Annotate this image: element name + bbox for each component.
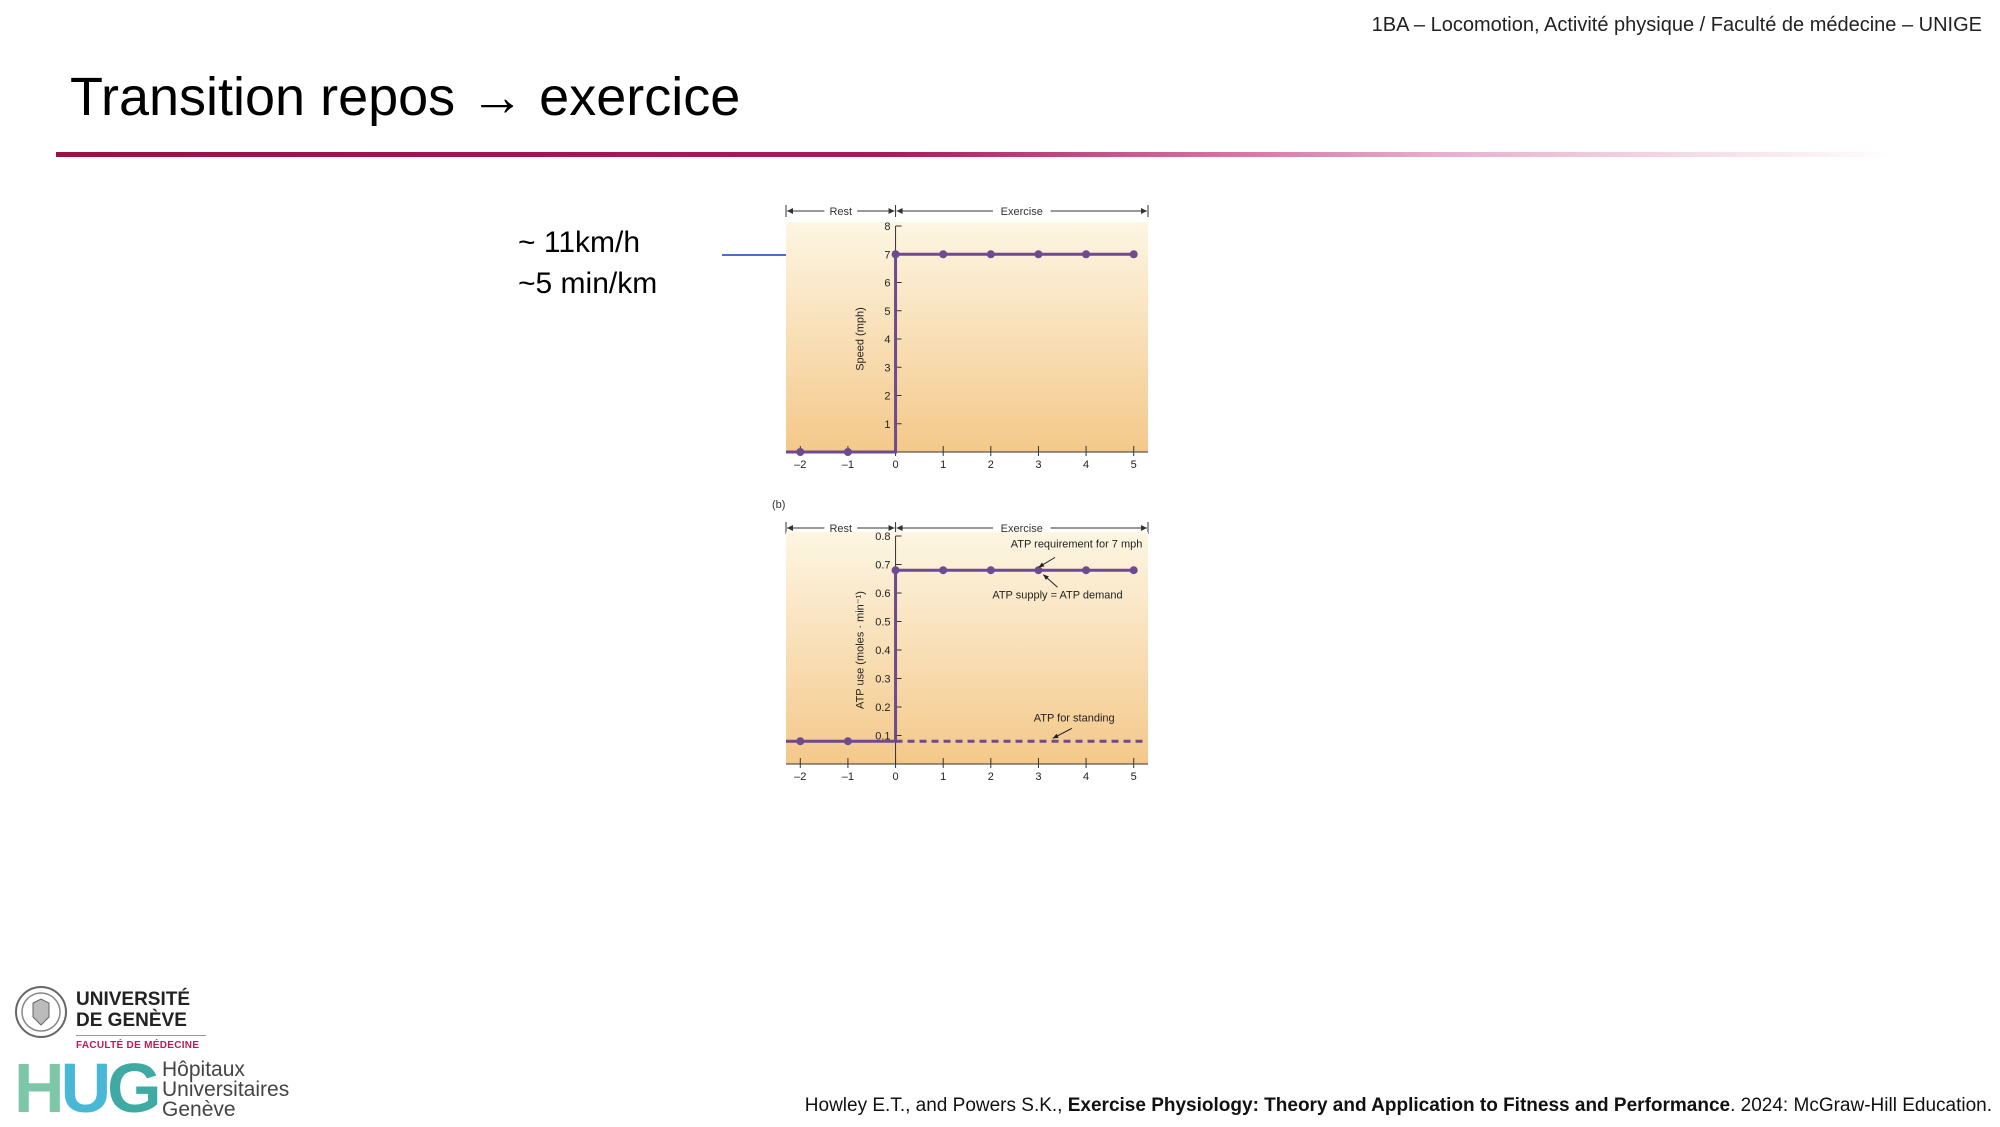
phase-arrowhead (896, 208, 903, 214)
hug-name-3: Genève (162, 1098, 236, 1121)
y-tick-label: 0.4 (875, 645, 890, 657)
citation-rest: . 2024: McGraw-Hill Education. (1730, 1095, 1992, 1116)
y-tick-label: 2 (884, 391, 890, 403)
y-tick-label: 0.3 (875, 674, 890, 686)
y-axis-label: ATP use (moles · min⁻¹) (855, 591, 867, 709)
speed-annotation-kmh: ~ 11km/h (518, 226, 641, 259)
phase-label-exercise: Exercise (1001, 206, 1043, 218)
y-tick-label: 0.1 (875, 731, 890, 743)
y-tick-label: 0.8 (875, 531, 890, 543)
y-tick-label: 3 (884, 362, 890, 374)
data-point (986, 566, 995, 575)
unige-divider (76, 1035, 206, 1036)
x-tick-label: 5 (1131, 459, 1137, 471)
annotation-label: ATP requirement for 7 mph (1011, 538, 1143, 550)
hug-logo: HUG (14, 1053, 162, 1123)
slide-title: Transition repos → exercice (70, 67, 741, 127)
speed-annotation: ~ 11km/h ~5 min/km (518, 222, 657, 304)
y-tick-label: 0.6 (875, 588, 890, 600)
hug-letter-u: U (60, 1049, 112, 1127)
y-tick-label: 8 (884, 221, 890, 233)
y-tick-label: 6 (884, 278, 890, 290)
y-tick-label: 0.2 (875, 702, 890, 714)
data-point (1129, 566, 1138, 575)
data-point (986, 250, 995, 259)
x-tick-label: 3 (1035, 771, 1041, 783)
data-point (939, 566, 948, 575)
speed-chart: Rest Exercise 1 2 3 4 5 6 7 8 –2 –1 0 1 2 3 4 5 Speed (mph… (785, 205, 1149, 471)
unige-line1: UNIVERSITÉ (76, 989, 191, 1010)
data-point (891, 250, 900, 259)
phase-arrowhead (787, 208, 793, 214)
hug-name: Hôpitaux Universitaires Genève (162, 1058, 290, 1121)
data-point (1034, 250, 1043, 259)
data-point (1129, 250, 1138, 259)
atp-chart: (b)Rest Exercise0.10.20.30.40.50.60.70.8–… (772, 499, 1149, 783)
data-point (1082, 250, 1091, 259)
y-tick-label: 7 (884, 249, 890, 261)
x-tick-label: –1 (842, 459, 854, 471)
y-tick-label: 1 (884, 419, 890, 431)
data-point (796, 448, 805, 456)
unige-line2: DE GENÈVE (76, 1010, 187, 1031)
x-tick-label: 5 (1131, 771, 1137, 783)
x-tick-label: 0 (892, 771, 898, 783)
course-header: 1BA – Locomotion, Activité physique / Fa… (1371, 14, 1982, 36)
x-tick-label: –2 (794, 771, 806, 783)
data-point (939, 250, 948, 259)
speed-annotation-pace: ~5 min/km (518, 267, 658, 300)
annotation-arrowhead (1043, 574, 1049, 580)
annotation-label: ATP supply = ATP demand (992, 590, 1122, 602)
phase-arrowhead (888, 208, 895, 214)
phase-arrowhead (1141, 208, 1147, 214)
unige-name: UNIVERSITÉ DE GENÈVE (76, 989, 190, 1031)
data-point (1082, 566, 1091, 575)
hug-letter-h: H (14, 1049, 65, 1127)
y-axis-label: Speed (mph) (855, 307, 867, 371)
citation-authors: Howley E.T., and Powers S.K., (804, 1095, 1068, 1116)
plot-background (786, 222, 1148, 452)
unige-seal-icon (15, 986, 67, 1038)
phase-arrowhead (896, 525, 903, 531)
title-underline (56, 152, 1896, 157)
hug-letter-g: G (107, 1049, 161, 1127)
x-tick-label: 4 (1083, 459, 1089, 471)
data-line (786, 568, 1134, 743)
y-tick-label: 0.7 (875, 560, 890, 572)
x-tick-label: 4 (1083, 771, 1089, 783)
hug-name-1: Hôpitaux (162, 1058, 245, 1081)
data-point (796, 737, 805, 746)
data-point (891, 566, 900, 575)
x-tick-label: 2 (988, 459, 994, 471)
data-point (843, 448, 852, 456)
annotation-label: ATP for standing (1034, 712, 1115, 724)
phase-arrowhead (1141, 525, 1147, 531)
y-tick-label: 5 (884, 306, 890, 318)
annotation-arrowhead (1052, 733, 1059, 739)
phase-label-rest: Rest (829, 206, 852, 218)
y-tick-label: 4 (884, 334, 890, 346)
plot-background (786, 532, 1148, 764)
data-point (1034, 566, 1043, 575)
x-tick-label: 3 (1035, 459, 1041, 471)
data-point (843, 737, 852, 746)
x-tick-label: 0 (892, 459, 898, 471)
x-tick-label: 1 (940, 771, 946, 783)
y-tick-label: 0.5 (875, 617, 890, 629)
citation-book: Exercise Physiology: Theory and Applicat… (1067, 1095, 1731, 1116)
x-tick-label: –1 (842, 771, 854, 783)
x-tick-label: –2 (794, 459, 806, 471)
annotation-arrowhead (1038, 562, 1045, 568)
citation: Howley E.T., and Powers S.K., Exercise P… (805, 1095, 1992, 1117)
panel-label: (b) (772, 499, 785, 511)
faculty-name: FACULTÉ DE MÉDECINE (76, 1040, 200, 1051)
data-line (786, 252, 1134, 454)
x-tick-label: 2 (988, 771, 994, 783)
logos: UNIVERSITÉ DE GENÈVE FACULTÉ DE MÉDECINE… (14, 985, 314, 1123)
x-tick-label: 1 (940, 459, 946, 471)
phase-arrowhead (787, 525, 793, 531)
phase-arrowhead (888, 525, 895, 531)
hug-name-2: Universitaires (162, 1078, 290, 1101)
